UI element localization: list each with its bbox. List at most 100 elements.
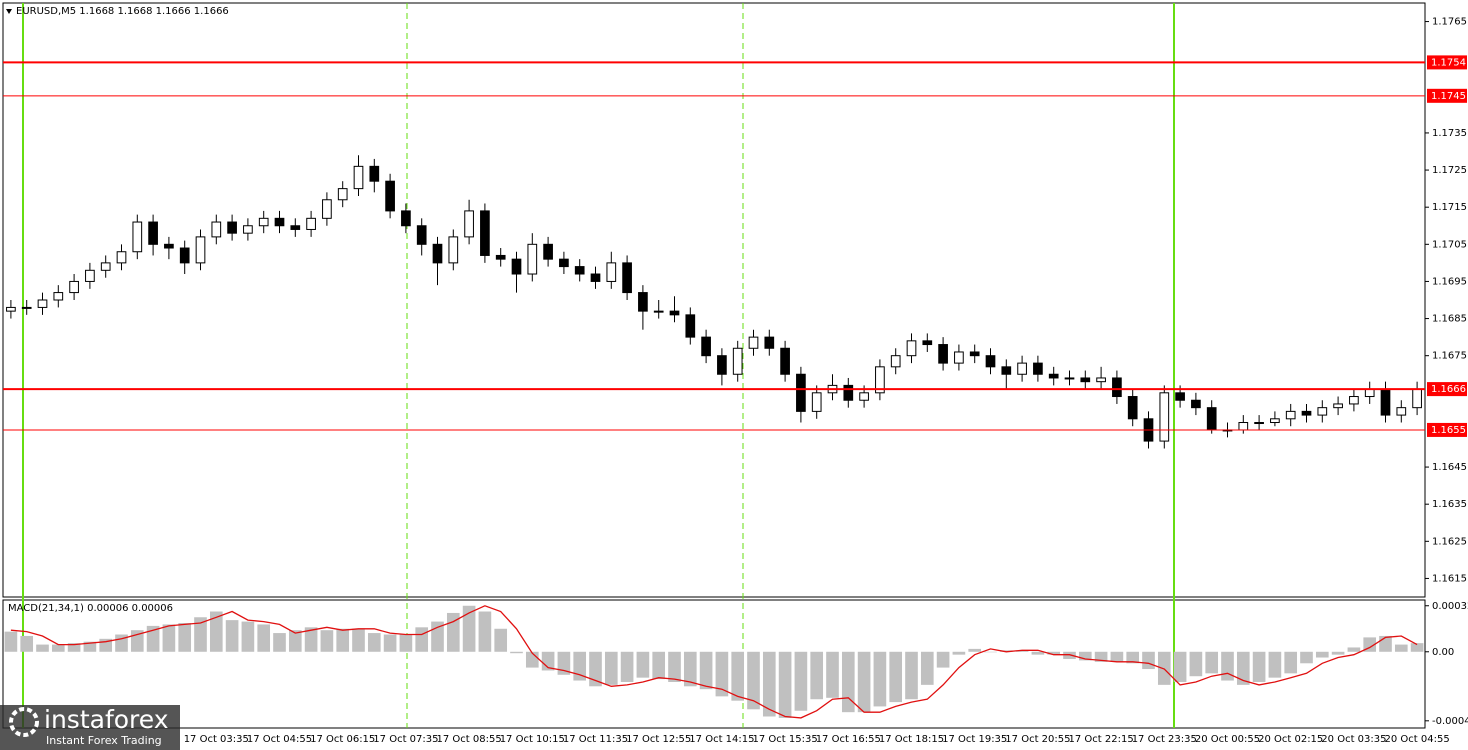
- macd-bar: [146, 625, 160, 652]
- macd-bar: [762, 651, 776, 717]
- macd-panel: [2, 599, 1426, 729]
- x-tick-label: 20 Oct 04:55: [1384, 734, 1449, 745]
- level-label: 1.1745: [1431, 91, 1466, 102]
- candle-body: [732, 347, 743, 375]
- candle-body: [132, 221, 143, 253]
- candle-body: [495, 254, 506, 260]
- macd-bar: [241, 621, 255, 652]
- candle-body: [322, 199, 332, 219]
- candle-body: [559, 258, 569, 268]
- candle-body: [717, 355, 727, 375]
- candle-body: [622, 262, 632, 294]
- candle-body: [69, 280, 79, 294]
- watermark-logo: [9, 707, 39, 737]
- x-tick-label: 17 Oct 19:35: [942, 734, 1007, 745]
- x-tick-label: 20 Oct 02:15: [1258, 734, 1323, 745]
- candle-body: [543, 243, 553, 260]
- x-tick-label: 17 Oct 16:55: [816, 734, 881, 745]
- candle-body: [954, 351, 964, 364]
- candle-body: [1317, 407, 1328, 416]
- candle-body: [1301, 410, 1312, 416]
- watermark-brand: instaforex: [44, 705, 169, 734]
- candle-body: [243, 225, 253, 234]
- candle-body: [1096, 377, 1106, 383]
- price-panel: [2, 2, 1426, 598]
- macd-bar: [225, 620, 239, 652]
- candle-body: [748, 336, 759, 349]
- candle-body: [685, 314, 696, 338]
- macd-bar: [778, 651, 792, 718]
- candle-body: [1191, 399, 1201, 409]
- macd-bar: [51, 644, 65, 652]
- candle-body: [1412, 388, 1422, 409]
- macd-bar: [1031, 651, 1045, 655]
- candle-body: [890, 355, 901, 368]
- candle-body: [811, 392, 822, 412]
- macd-bar: [1268, 651, 1282, 678]
- candle-body: [1206, 407, 1217, 431]
- macd-bar: [510, 651, 523, 654]
- candle-body: [100, 262, 111, 271]
- x-tick-label: 17 Oct 10:15: [500, 734, 565, 745]
- x-tick-label: 17 Oct 20:55: [1005, 734, 1070, 745]
- candle-body: [116, 251, 127, 264]
- macd-bar: [541, 651, 555, 671]
- macd-bar: [920, 651, 934, 685]
- macd-bar: [178, 623, 192, 652]
- candle-body: [290, 225, 301, 230]
- macd-bar: [794, 651, 808, 711]
- candle-body: [1001, 366, 1012, 375]
- candle-body: [906, 340, 917, 357]
- candle-body: [385, 180, 395, 212]
- x-tick-label: 17 Oct 03:35: [184, 734, 249, 745]
- candle-body: [1064, 377, 1075, 380]
- candle-body: [859, 392, 869, 401]
- macd-bar: [1252, 651, 1266, 682]
- y-tick-label: 1.1675: [1432, 351, 1467, 362]
- macd-bar: [1015, 650, 1029, 652]
- macd-bar: [1331, 651, 1345, 655]
- x-tick-label: 17 Oct 07:35: [373, 734, 438, 745]
- candle-body: [590, 273, 601, 282]
- y-tick-label: 1.1765: [1432, 17, 1467, 28]
- y-tick-label: 1.1635: [1432, 499, 1467, 510]
- x-tick-label: 17 Oct 12:55: [626, 734, 691, 745]
- candle-body: [1238, 422, 1249, 431]
- macd-bar: [273, 633, 286, 652]
- candle-body: [464, 210, 474, 238]
- macd-bar: [1315, 651, 1329, 658]
- macd-bar: [478, 611, 492, 652]
- candle-body: [669, 310, 680, 316]
- macd-bar: [257, 624, 271, 652]
- macd-bar: [1047, 651, 1061, 655]
- candle-body: [1270, 418, 1280, 424]
- macd-bar: [557, 651, 571, 675]
- candle-body: [164, 243, 174, 249]
- macd-bar: [304, 627, 318, 652]
- macd-bar: [652, 651, 666, 680]
- macd-bar: [20, 635, 34, 652]
- macd-bar: [873, 651, 887, 707]
- macd-bar: [1347, 647, 1361, 652]
- candle-body: [369, 165, 380, 182]
- candle-body: [606, 262, 617, 282]
- candle-body: [574, 266, 585, 275]
- macd-bar: [336, 628, 350, 652]
- macd-bar: [462, 605, 476, 652]
- candle-body: [53, 292, 64, 301]
- macd-bar: [83, 641, 97, 652]
- macd-title: MACD(21,34,1) 0.00006 0.00006: [8, 603, 173, 614]
- candle-body: [21, 306, 32, 309]
- candle-body: [1364, 388, 1375, 398]
- macd-bar: [826, 651, 839, 698]
- x-tick-label: 20 Oct 00:55: [1195, 734, 1260, 745]
- macd-bar: [620, 651, 634, 682]
- macd-bar: [1363, 637, 1377, 652]
- macd-bar: [1110, 651, 1124, 662]
- candle-body: [527, 243, 538, 275]
- candle-body: [780, 347, 790, 375]
- macd-bar: [1300, 651, 1313, 664]
- candle-body: [1080, 377, 1091, 383]
- candle-body: [1349, 396, 1359, 405]
- macd-bar: [320, 630, 334, 652]
